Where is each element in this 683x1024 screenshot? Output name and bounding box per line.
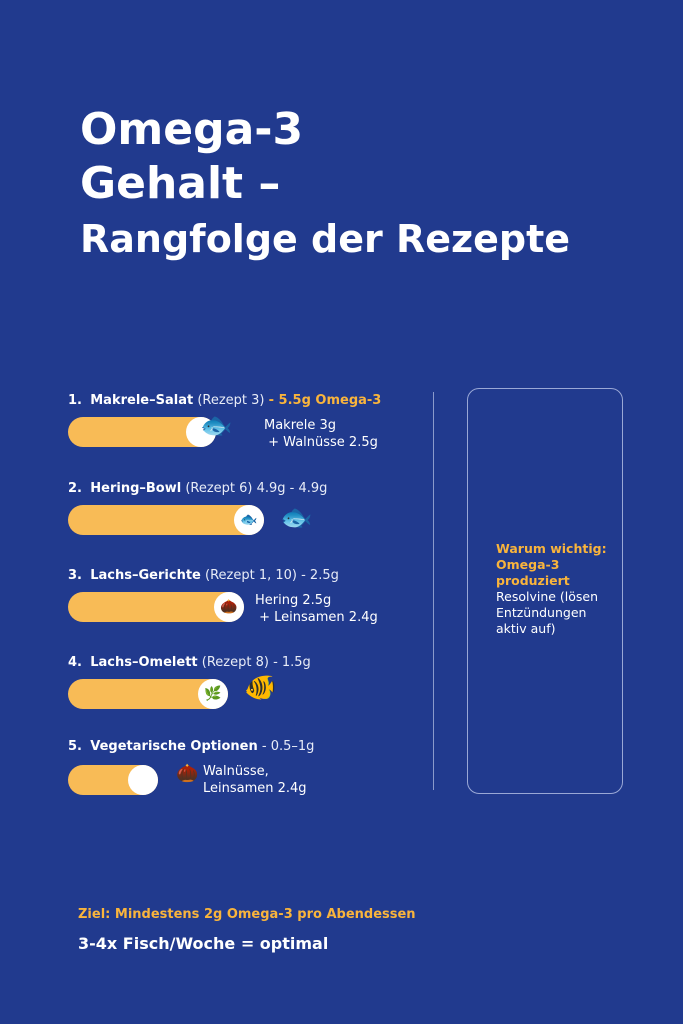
recipe-ref: (Rezept 1, 10) - 2.5g (205, 568, 339, 583)
recipe-name: Hering–Bowl (90, 481, 182, 496)
note-line: Hering 2.5g (255, 593, 332, 608)
divider (433, 392, 434, 790)
goal-text: Ziel: Mindestens 2g Omega-3 pro Abendess… (78, 907, 416, 922)
recipe-ref: (Rezept 6) 4.9g - 4.9g (185, 481, 328, 496)
page-title: Omega-3 Gehalt – Rangfolge der Rezepte (80, 104, 571, 261)
omega-bar (68, 417, 216, 447)
note-line: Leinsamen 2.4g (203, 781, 307, 796)
title-line-2: Gehalt – (80, 158, 281, 209)
ingredient-note: Walnüsse, Leinsamen 2.4g (203, 763, 307, 797)
info-body: aktiv auf) (496, 621, 556, 636)
omega-bar: 🐟 (68, 505, 264, 535)
recipe-ref: (Rezept 8) - 1.5g (201, 655, 311, 670)
ranking-item-4: 4. Lachs–Omelett (Rezept 8) - 1.5g 🌿 🐠 (68, 655, 311, 709)
recipe-name: Vegetarische Optionen (90, 739, 258, 754)
recipe-name: Lachs–Omelett (90, 655, 198, 670)
bar-knob (186, 417, 216, 447)
title-line-1: Omega-3 (80, 104, 304, 155)
title-line-3: Rangfolge der Rezepte (80, 217, 571, 261)
info-text: Warum wichtig: Omega-3 produziert Resolv… (496, 541, 607, 637)
herring-icon: 🐟 (234, 505, 264, 535)
info-body: Resolvine (lösen (496, 589, 599, 604)
info-heading: produziert (496, 573, 570, 588)
walnut-icon: 🌰 (214, 592, 244, 622)
note-line: + Walnüsse 2.5g (268, 435, 378, 450)
info-heading: Omega-3 (496, 557, 560, 572)
omega-bar: 🌰 (68, 592, 244, 622)
note-line: + Leinsamen 2.4g (259, 610, 378, 625)
salmon-icon: 🐠 (244, 673, 277, 703)
optimal-text: 3-4x Fisch/Woche = optimal (78, 934, 329, 953)
rank: 3. (68, 568, 82, 583)
rank: 1. (68, 393, 82, 408)
ranking-item-3: 3. Lachs–Gerichte (Rezept 1, 10) - 2.5g … (68, 568, 378, 625)
recipe-ref: - 0.5–1g (261, 739, 315, 754)
rank: 4. (68, 655, 82, 670)
note-line: Walnüsse, (203, 764, 269, 779)
rank: 2. (68, 481, 82, 496)
ranking-item-5: 5. Vegetarische Optionen - 0.5–1g • 🌰 Wa… (68, 739, 315, 796)
herb-icon: 🌿 (198, 679, 228, 709)
recipe-name: Lachs–Gerichte (90, 568, 201, 583)
seeds-icon: • (128, 765, 158, 795)
note-line: Makrele 3g (264, 418, 337, 433)
omega-bar: 🌿 (68, 679, 228, 709)
herring-icon: 🐟 (280, 503, 313, 533)
rank: 5. (68, 739, 82, 754)
recipe-name: Makrele–Salat (90, 393, 194, 408)
ranking-item-2: 2. Hering–Bowl (Rezept 6) 4.9g - 4.9g 🐟 … (68, 481, 328, 535)
ingredient-note: Makrele 3g + Walnüsse 2.5g (264, 417, 378, 451)
mackerel-icon: 🐟 (200, 411, 233, 441)
walnut-icon: 🌰 (176, 763, 199, 784)
ranking-item-1: 1. Makrele–Salat (Rezept 3) - 5.5g Omega… (68, 393, 382, 450)
info-heading: Warum wichtig: (496, 541, 607, 556)
omega-bar: • (68, 765, 158, 795)
recipe-ref: (Rezept 3) (197, 393, 265, 408)
ingredient-note: Hering 2.5g + Leinsamen 2.4g (255, 592, 378, 626)
omega-amount: - 5.5g Omega-3 (268, 393, 382, 408)
info-box (467, 388, 623, 794)
info-body: Entzündungen (496, 605, 587, 620)
